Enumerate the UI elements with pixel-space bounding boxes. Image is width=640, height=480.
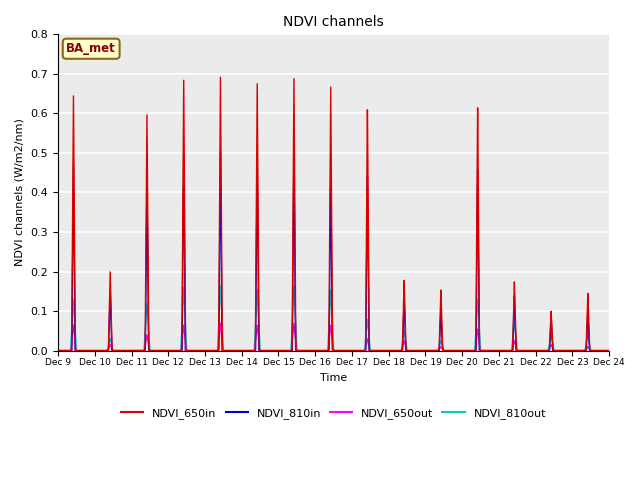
Line: NDVI_810in: NDVI_810in — [58, 152, 609, 350]
NDVI_650in — [216, 74, 224, 80]
NDVI_650out — [172, 348, 180, 353]
NDVI_650in — [260, 348, 268, 353]
NDVI_810in — [216, 149, 224, 155]
NDVI_810in — [166, 348, 174, 353]
NDVI_650in — [488, 348, 496, 353]
NDVI_810in — [54, 348, 62, 353]
NDVI_810out — [54, 348, 62, 353]
Text: BA_met: BA_met — [67, 42, 116, 55]
NDVI_810out — [604, 348, 611, 353]
NDVI_810in — [605, 348, 613, 353]
NDVI_650in — [54, 348, 62, 353]
Y-axis label: NDVI channels (W/m2/nm): NDVI channels (W/m2/nm) — [15, 119, 25, 266]
NDVI_650out — [216, 320, 224, 326]
NDVI_810out — [605, 348, 613, 353]
Legend: NDVI_650in, NDVI_810in, NDVI_650out, NDVI_810out: NDVI_650in, NDVI_810in, NDVI_650out, NDV… — [116, 404, 550, 423]
Title: NDVI channels: NDVI channels — [284, 15, 384, 29]
NDVI_650out — [488, 348, 496, 353]
NDVI_810in — [488, 348, 496, 353]
NDVI_810out — [260, 348, 268, 353]
NDVI_810out — [216, 283, 224, 289]
NDVI_650out — [605, 348, 613, 353]
NDVI_650in — [605, 348, 613, 353]
NDVI_810out — [172, 348, 180, 353]
NDVI_650in — [172, 348, 180, 353]
NDVI_650out — [604, 348, 611, 353]
NDVI_650out — [410, 348, 417, 353]
NDVI_650in — [604, 348, 611, 353]
NDVI_650out — [54, 348, 62, 353]
Line: NDVI_810out: NDVI_810out — [58, 286, 609, 350]
NDVI_650out — [260, 348, 268, 353]
NDVI_810out — [410, 348, 417, 353]
NDVI_810in — [260, 348, 268, 353]
NDVI_650in — [166, 348, 174, 353]
NDVI_810in — [172, 348, 180, 353]
NDVI_810in — [604, 348, 611, 353]
Line: NDVI_650out: NDVI_650out — [58, 323, 609, 350]
NDVI_810out — [166, 348, 174, 353]
NDVI_810out — [488, 348, 496, 353]
NDVI_650in — [410, 348, 417, 353]
X-axis label: Time: Time — [320, 373, 348, 383]
NDVI_810in — [410, 348, 417, 353]
NDVI_650out — [166, 348, 174, 353]
Line: NDVI_650in: NDVI_650in — [58, 77, 609, 350]
